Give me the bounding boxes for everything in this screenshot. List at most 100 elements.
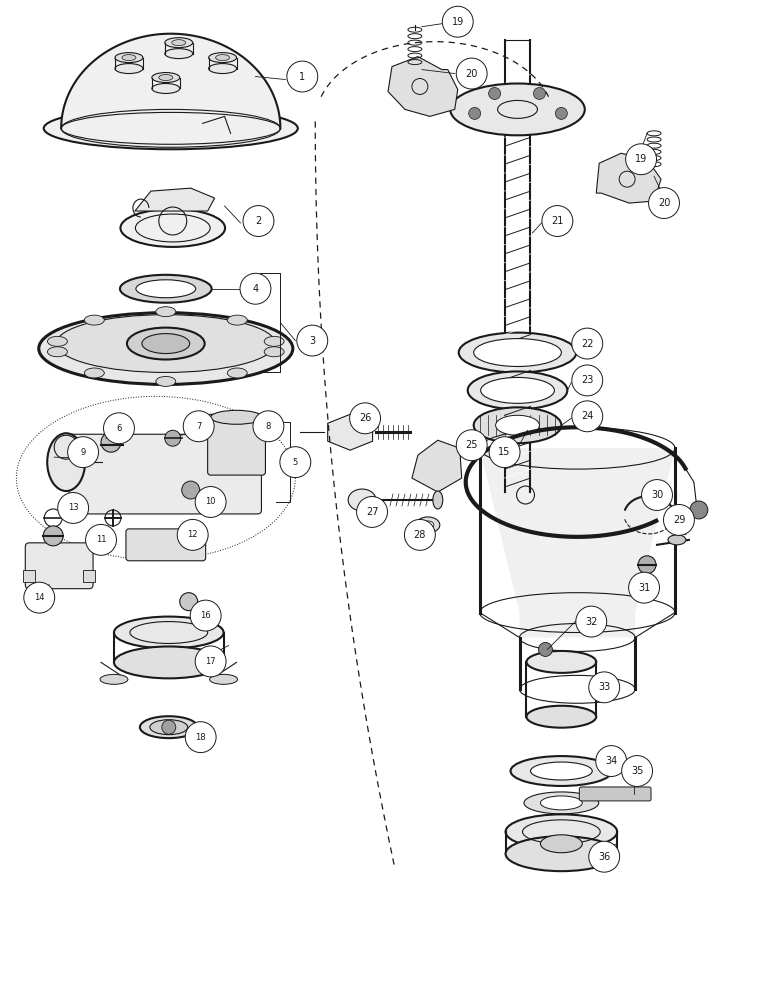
Circle shape [572,365,603,396]
Ellipse shape [156,307,176,317]
Circle shape [180,593,198,611]
Ellipse shape [152,73,180,83]
Ellipse shape [530,762,592,780]
Text: 13: 13 [68,503,79,512]
Ellipse shape [208,53,236,63]
FancyBboxPatch shape [208,414,266,475]
Ellipse shape [164,38,193,48]
Ellipse shape [474,339,561,366]
Circle shape [101,432,121,452]
Text: 21: 21 [551,216,564,226]
Ellipse shape [44,107,298,149]
Ellipse shape [506,836,617,871]
Ellipse shape [459,333,577,372]
Circle shape [296,325,327,356]
Polygon shape [412,440,462,492]
Circle shape [690,501,708,519]
Text: 4: 4 [252,284,259,294]
Ellipse shape [264,336,284,346]
Circle shape [642,480,672,510]
Circle shape [253,411,284,442]
Ellipse shape [114,646,224,678]
Ellipse shape [527,651,596,673]
Text: 11: 11 [96,535,107,544]
Circle shape [280,447,311,478]
Circle shape [456,430,487,461]
Ellipse shape [164,49,193,59]
Text: 28: 28 [414,530,426,540]
Circle shape [240,273,271,304]
Polygon shape [327,414,373,450]
Polygon shape [596,153,661,203]
Ellipse shape [47,336,67,346]
Text: 20: 20 [466,69,478,79]
Circle shape [181,481,200,499]
Circle shape [596,746,627,777]
Ellipse shape [156,376,176,386]
Text: 34: 34 [605,756,618,766]
Ellipse shape [227,368,247,378]
Ellipse shape [215,55,229,61]
Ellipse shape [348,489,376,511]
Circle shape [183,411,214,442]
Text: 30: 30 [651,490,663,500]
Ellipse shape [496,415,540,435]
Text: 9: 9 [80,448,86,457]
Ellipse shape [39,313,293,384]
Circle shape [442,6,473,37]
Text: 14: 14 [34,593,45,602]
Ellipse shape [115,64,143,74]
Circle shape [24,582,55,613]
FancyBboxPatch shape [69,434,262,514]
Text: 31: 31 [638,583,650,593]
Circle shape [663,504,694,535]
Circle shape [648,188,679,219]
Ellipse shape [47,347,67,357]
Ellipse shape [56,315,276,372]
Text: 17: 17 [205,657,216,666]
Polygon shape [479,448,675,638]
Ellipse shape [468,371,567,409]
Circle shape [58,493,89,523]
Ellipse shape [506,814,617,849]
Circle shape [162,720,176,734]
Ellipse shape [450,84,584,135]
Text: 22: 22 [581,339,594,349]
Circle shape [287,61,318,92]
Circle shape [195,487,226,517]
Circle shape [628,572,659,603]
Circle shape [621,756,652,786]
Circle shape [589,841,620,872]
Text: 19: 19 [452,17,464,27]
Text: 6: 6 [117,424,122,433]
Circle shape [625,144,656,175]
Circle shape [572,328,603,359]
Circle shape [589,672,620,703]
Ellipse shape [120,209,225,247]
Circle shape [538,642,553,656]
Ellipse shape [127,328,205,360]
Ellipse shape [172,40,186,46]
Circle shape [195,646,226,677]
Text: 3: 3 [310,336,315,346]
Circle shape [456,58,487,89]
Circle shape [638,556,656,574]
Circle shape [576,606,607,637]
Ellipse shape [540,835,582,853]
Circle shape [572,401,603,432]
FancyBboxPatch shape [579,787,651,801]
Ellipse shape [114,617,224,648]
Circle shape [243,206,274,236]
Text: 23: 23 [581,375,594,385]
Text: 18: 18 [195,733,206,742]
Ellipse shape [510,756,612,786]
Ellipse shape [84,315,104,325]
Ellipse shape [668,535,686,545]
Text: 32: 32 [585,617,598,627]
Circle shape [190,600,221,631]
Ellipse shape [416,517,440,533]
Text: 27: 27 [366,507,378,517]
Polygon shape [135,188,215,211]
Circle shape [164,430,181,446]
Text: 35: 35 [631,766,643,776]
